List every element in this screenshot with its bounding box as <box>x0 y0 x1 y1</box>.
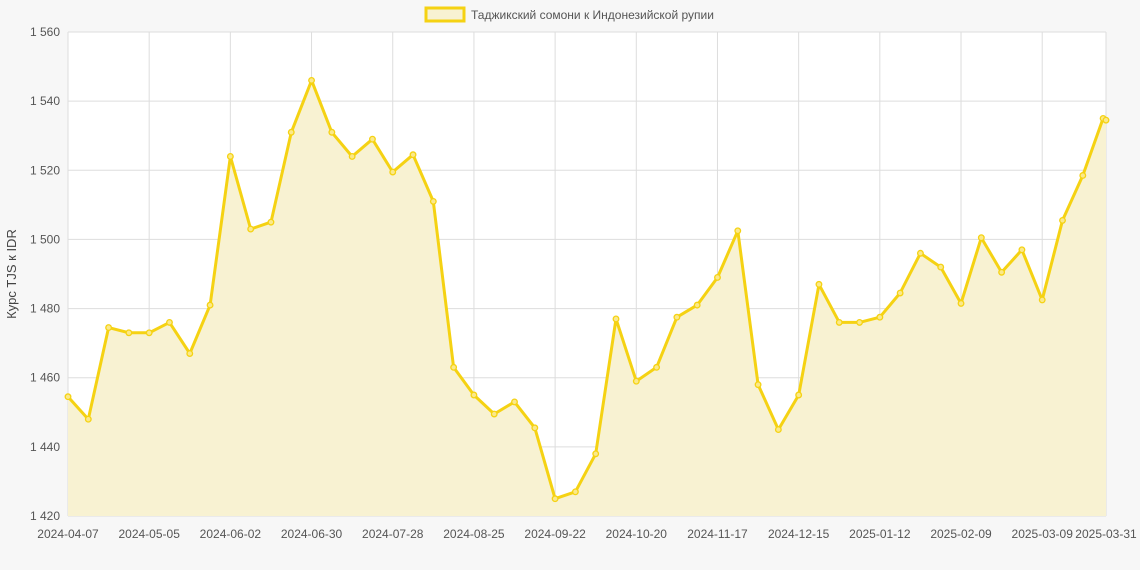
data-point[interactable] <box>1102 116 1110 124</box>
x-tick-label: 2024-11-17 <box>687 527 748 541</box>
data-point[interactable] <box>653 363 661 371</box>
data-point[interactable] <box>1038 296 1046 304</box>
data-point[interactable] <box>896 289 904 297</box>
x-tick-label: 2025-01-12 <box>849 527 911 541</box>
data-point[interactable] <box>226 153 234 160</box>
x-tick-label: 2025-03-09 <box>1012 527 1074 541</box>
data-point[interactable] <box>429 197 437 205</box>
data-point[interactable] <box>571 488 579 496</box>
y-tick-label: 1 520 <box>30 163 60 177</box>
series-points <box>64 76 1110 503</box>
data-point[interactable] <box>774 426 782 434</box>
x-tick-label: 2024-12-15 <box>768 527 830 541</box>
legend-label[interactable]: Таджикский сомони к Индонезийской рупии <box>471 8 714 22</box>
data-point[interactable] <box>186 350 194 357</box>
data-point[interactable] <box>490 410 498 418</box>
x-tick-labels: 2024-04-07 2024-05-05 2024-06-02 2024-06-30… <box>37 527 1137 541</box>
data-point[interactable] <box>328 128 336 136</box>
data-point[interactable] <box>957 299 965 307</box>
x-tick-label: 2025-03-31 <box>1075 527 1137 541</box>
data-point[interactable] <box>125 329 133 337</box>
y-tick-label: 1 420 <box>30 509 60 523</box>
data-point[interactable] <box>612 315 620 323</box>
data-point[interactable] <box>673 313 681 321</box>
data-point[interactable] <box>856 318 863 326</box>
x-tick-label: 2024-10-20 <box>606 527 668 541</box>
data-point[interactable] <box>937 263 945 271</box>
data-point[interactable] <box>450 363 458 371</box>
data-point[interactable] <box>754 381 762 389</box>
y-tick-label: 1 500 <box>30 232 60 246</box>
data-point[interactable] <box>1079 172 1087 179</box>
data-point[interactable] <box>1059 216 1066 224</box>
data-point[interactable] <box>998 268 1006 276</box>
x-tick-label: 2024-07-28 <box>362 527 424 541</box>
x-tick-label: 2025-02-09 <box>930 527 992 541</box>
y-tick-label: 1 460 <box>30 371 60 385</box>
data-point[interactable] <box>1018 246 1026 254</box>
y-tick-label: 1 560 <box>30 25 60 39</box>
data-point[interactable] <box>368 135 376 143</box>
data-point[interactable] <box>348 153 356 160</box>
data-point[interactable] <box>145 329 153 337</box>
y-tick-label: 1 540 <box>30 94 60 108</box>
data-point[interactable] <box>267 218 275 226</box>
legend[interactable]: Таджикский сомони к Индонезийской рупии <box>424 6 714 23</box>
data-point[interactable] <box>247 225 255 233</box>
data-point[interactable] <box>409 151 417 159</box>
data-point[interactable] <box>795 391 803 399</box>
data-point[interactable] <box>206 301 214 309</box>
data-point[interactable] <box>470 391 478 399</box>
data-point[interactable] <box>287 128 295 136</box>
data-point[interactable] <box>835 318 843 326</box>
y-tick-labels: 1 420 1 440 1 460 1 480 1 500 1 520 1 540 1 560 <box>30 25 60 523</box>
series-area <box>68 80 1106 517</box>
x-tick-label: 2024-09-22 <box>524 527 586 541</box>
data-point[interactable] <box>531 424 539 432</box>
data-point[interactable] <box>693 301 701 309</box>
data-point[interactable] <box>308 76 316 84</box>
x-tick-label: 2024-05-05 <box>118 527 180 541</box>
x-tick-label: 2024-08-25 <box>443 527 505 541</box>
x-tick-label: 2024-04-07 <box>37 527 99 541</box>
y-tick-label: 1 480 <box>30 302 60 316</box>
y-axis-title: Курс TJS к IDR <box>4 229 19 319</box>
x-tick-label: 2024-06-30 <box>281 527 343 541</box>
data-point[interactable] <box>977 234 985 242</box>
data-point[interactable] <box>105 324 113 332</box>
y-tick-label: 1 440 <box>30 440 60 454</box>
data-point[interactable] <box>389 168 397 176</box>
x-tick-label: 2024-06-02 <box>200 527 262 541</box>
data-point[interactable] <box>84 415 92 423</box>
data-point[interactable] <box>815 280 823 288</box>
data-point[interactable] <box>551 495 559 503</box>
data-point[interactable] <box>64 393 72 401</box>
data-point[interactable] <box>734 227 742 235</box>
data-point[interactable] <box>511 398 518 406</box>
data-point[interactable] <box>876 313 884 321</box>
legend-swatch[interactable] <box>424 6 466 23</box>
data-point[interactable] <box>166 318 173 326</box>
data-point[interactable] <box>592 450 600 458</box>
data-point[interactable] <box>916 249 924 257</box>
data-point[interactable] <box>714 274 721 281</box>
data-point[interactable] <box>632 377 640 385</box>
